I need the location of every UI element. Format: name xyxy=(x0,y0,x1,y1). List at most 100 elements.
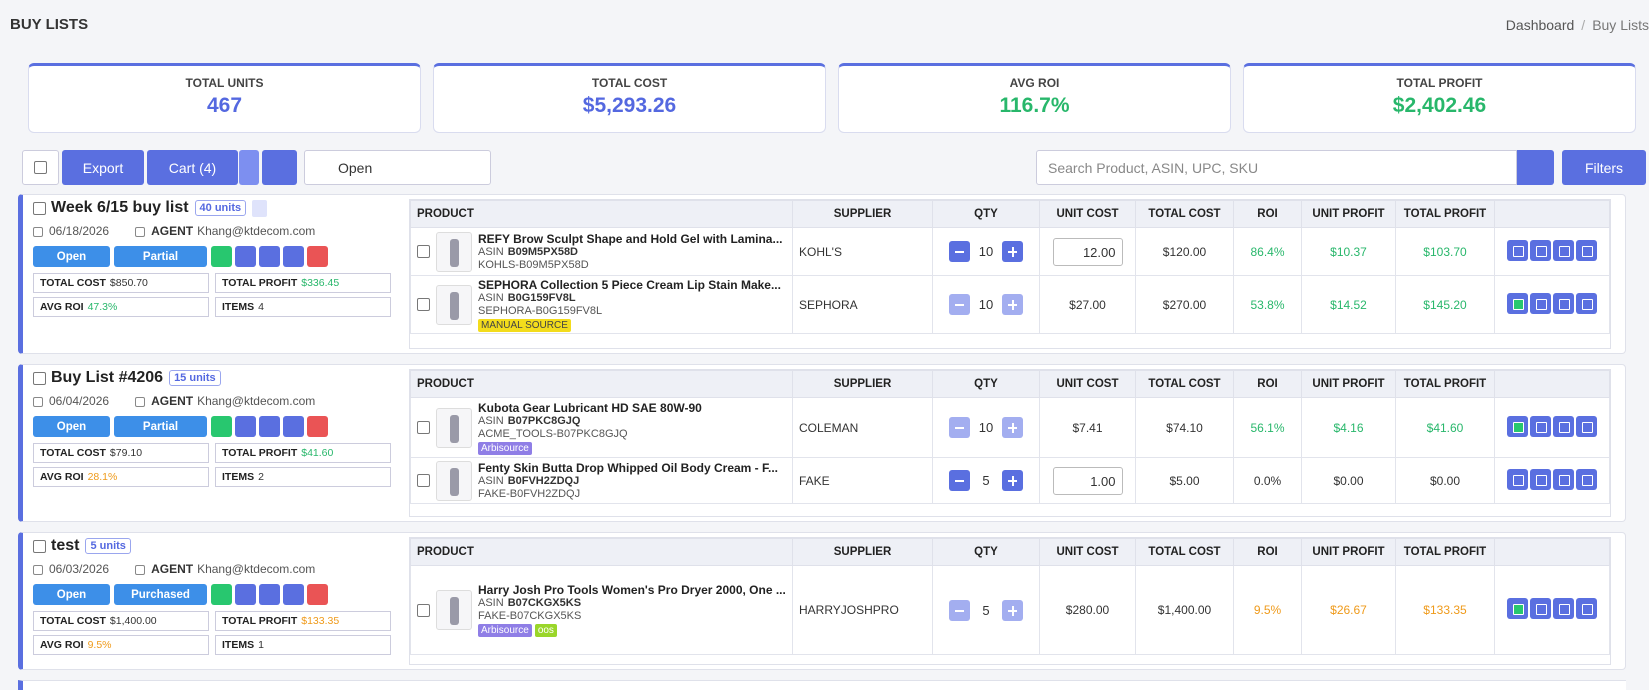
checkbox[interactable] xyxy=(417,298,430,311)
icon-button[interactable] xyxy=(211,584,232,606)
checkbox[interactable] xyxy=(34,161,47,174)
asin-value: B0FVH2ZDQJ xyxy=(507,474,580,487)
action-button[interactable] xyxy=(1553,468,1574,490)
product-name[interactable]: Kubota Gear Lubricant HD SAE 80W-90 xyxy=(478,400,702,415)
stat-card: TOTAL PROFIT $2,402.46 xyxy=(1243,63,1636,133)
qty-plus[interactable] xyxy=(1002,241,1023,262)
checkbox[interactable] xyxy=(417,603,430,617)
icon-button[interactable] xyxy=(211,416,232,438)
actions-cell xyxy=(1494,275,1610,334)
list-name[interactable]: test xyxy=(51,537,80,554)
total-profit-cell: $0.00 xyxy=(1395,457,1495,504)
search-button[interactable] xyxy=(1517,150,1554,185)
status-select[interactable]: Open xyxy=(304,150,491,185)
qty-minus[interactable] xyxy=(949,241,970,262)
icon-button[interactable] xyxy=(235,584,256,606)
list-summary: Week 6/15 buy list 40 units 06/18/2026 AGEN… xyxy=(33,199,405,318)
checkbox[interactable] xyxy=(33,201,46,215)
checkbox[interactable] xyxy=(417,245,430,258)
breadcrumb-link[interactable]: Dashboard xyxy=(1505,17,1575,33)
qty-plus[interactable] xyxy=(1002,599,1023,621)
list-name[interactable]: Buy List #4206 xyxy=(51,369,164,386)
action-button[interactable] xyxy=(1507,292,1528,314)
product-name[interactable]: Fenty Skin Butta Drop Whipped Oil Body C… xyxy=(478,460,779,475)
qty-minus[interactable] xyxy=(949,417,970,438)
action-button[interactable] xyxy=(1507,468,1528,490)
icon-button[interactable] xyxy=(283,246,304,268)
product-name[interactable]: Harry Josh Pro Tools Women's Pro Dryer 2… xyxy=(478,583,786,597)
qty-minus[interactable] xyxy=(949,599,970,621)
checkbox[interactable] xyxy=(417,421,430,434)
action-button[interactable] xyxy=(1530,468,1551,490)
qty-minus[interactable] xyxy=(949,294,970,315)
action-button[interactable] xyxy=(1530,239,1551,261)
action-button[interactable] xyxy=(1530,292,1551,314)
tags: MANUAL SOURCE xyxy=(478,318,781,332)
item-row: REFY Brow Sculpt Shape and Hold Gel with… xyxy=(410,227,1610,276)
status-button[interactable]: Open xyxy=(33,584,110,606)
calendar-icon xyxy=(33,565,43,576)
icon-button[interactable] xyxy=(283,584,304,606)
list-name[interactable]: Week 6/15 buy list xyxy=(51,199,189,216)
checkbox[interactable] xyxy=(417,474,430,487)
product-name[interactable]: REFY Brow Sculpt Shape and Hold Gel with… xyxy=(478,231,783,246)
qty-minus[interactable] xyxy=(949,470,970,491)
search-input[interactable]: Search Product, ASIN, UPC, SKU xyxy=(1036,150,1517,185)
unit-cost-input[interactable]: 12.00 xyxy=(1052,237,1123,266)
summary-grid: TOTAL COST $850.70 TOTAL PROFIT $336.45 AVG … xyxy=(33,273,405,318)
icon-button[interactable] xyxy=(259,584,280,606)
asin-label: ASIN xyxy=(478,597,504,609)
action-button[interactable] xyxy=(1507,415,1528,437)
action-button[interactable] xyxy=(1553,598,1574,619)
agent-label: AGENT xyxy=(151,394,194,409)
icon-button[interactable] xyxy=(283,416,304,438)
more-button[interactable] xyxy=(262,150,297,185)
status-button[interactable]: Open xyxy=(33,416,110,438)
action-button[interactable] xyxy=(1576,292,1597,314)
action-button[interactable] xyxy=(1576,598,1597,619)
column-header xyxy=(1494,370,1610,398)
product-cell: SEPHORA Collection 5 Piece Cream Lip Sta… xyxy=(410,275,793,334)
icon-button[interactable] xyxy=(259,416,280,438)
fulfillment-button[interactable]: Partial xyxy=(114,416,207,438)
fulfillment-button[interactable]: Purchased xyxy=(114,584,207,606)
icon-button[interactable] xyxy=(259,246,280,268)
action-button[interactable] xyxy=(1576,415,1597,437)
action-button[interactable] xyxy=(1553,415,1574,437)
action-button[interactable] xyxy=(1576,468,1597,490)
action-button[interactable] xyxy=(1530,415,1551,437)
qty-plus[interactable] xyxy=(1002,294,1023,315)
qty-plus[interactable] xyxy=(1002,417,1023,438)
action-button[interactable] xyxy=(1553,292,1574,314)
header-row: PRODUCT SUPPLIER QTY UNIT COST TOTAL COST ROI… xyxy=(410,370,1610,398)
doc-icon[interactable] xyxy=(252,199,268,217)
filters-button[interactable]: Filters xyxy=(1562,150,1646,185)
action-button[interactable] xyxy=(1553,239,1574,261)
supplier-cell: KOHL'S xyxy=(792,227,933,276)
cart-button[interactable]: Cart (4) xyxy=(147,150,238,185)
icon-button[interactable] xyxy=(307,416,328,438)
unit-cost-input[interactable]: 1.00 xyxy=(1052,466,1123,495)
icon-button[interactable] xyxy=(307,584,328,606)
select-all[interactable] xyxy=(22,150,59,185)
checkbox[interactable] xyxy=(33,371,46,385)
action-button[interactable] xyxy=(1576,239,1597,261)
checkbox[interactable] xyxy=(33,539,46,553)
agent-email: Khang@ktdecom.com xyxy=(197,224,316,239)
export-button[interactable]: Export xyxy=(62,150,144,185)
status-button[interactable]: Open xyxy=(33,246,110,268)
items-table: PRODUCT SUPPLIER QTY UNIT COST TOTAL COST ROI… xyxy=(410,538,1610,655)
cart-add-button[interactable] xyxy=(239,150,259,185)
icon-button[interactable] xyxy=(307,246,328,268)
fulfillment-button[interactable]: Partial xyxy=(114,246,207,268)
stat-label: TOTAL UNITS xyxy=(185,76,264,90)
qty-cell: 5 xyxy=(932,565,1040,655)
qty-plus[interactable] xyxy=(1002,470,1023,491)
icon-button[interactable] xyxy=(211,246,232,268)
action-button[interactable] xyxy=(1507,598,1528,619)
icon-button[interactable] xyxy=(235,246,256,268)
action-button[interactable] xyxy=(1507,239,1528,261)
product-name[interactable]: SEPHORA Collection 5 Piece Cream Lip Sta… xyxy=(478,277,781,292)
icon-button[interactable] xyxy=(235,416,256,438)
action-button[interactable] xyxy=(1530,598,1551,619)
